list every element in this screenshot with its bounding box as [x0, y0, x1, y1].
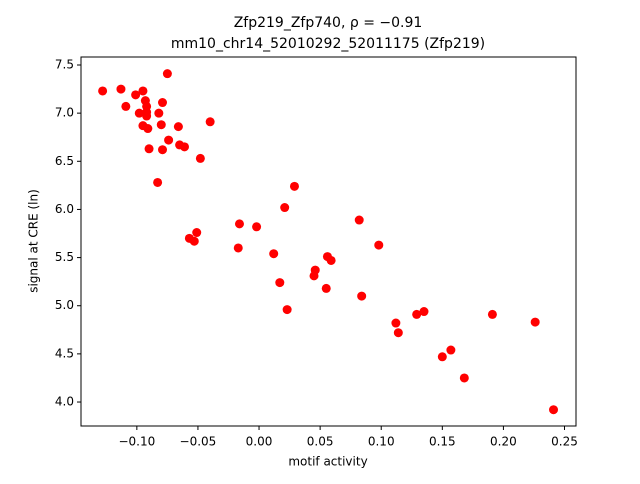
point: [393, 328, 403, 338]
x-tick-label: 0.15: [429, 435, 456, 449]
point: [195, 153, 205, 163]
point: [357, 291, 367, 301]
point: [138, 86, 148, 96]
point: [446, 345, 456, 355]
point: [419, 307, 429, 317]
y-axis-label: signal at CRE (ln): [27, 189, 41, 293]
point: [354, 215, 364, 225]
point: [143, 124, 153, 134]
point: [142, 111, 152, 121]
point: [131, 90, 141, 100]
point: [309, 271, 319, 281]
point: [549, 405, 559, 415]
point: [289, 181, 299, 191]
x-tick-label: 0.05: [307, 435, 334, 449]
x-axis-label: motif activity: [288, 455, 367, 469]
point: [121, 101, 131, 111]
point: [233, 243, 243, 253]
point: [269, 249, 279, 259]
x-tick-label: 0.20: [490, 435, 517, 449]
point: [173, 122, 183, 132]
point: [252, 222, 262, 232]
point: [164, 135, 174, 145]
point: [487, 309, 497, 319]
point: [156, 120, 166, 130]
x-tick-label: 0.10: [368, 435, 395, 449]
x-tick-label: −0.05: [180, 435, 217, 449]
y-tick-label: 6.0: [55, 202, 74, 216]
point: [154, 108, 164, 118]
chart-subtitle: mm10_chr14_52010292_52011175 (Zfp219): [171, 36, 485, 52]
point: [530, 317, 540, 327]
point: [192, 228, 202, 238]
point: [275, 278, 285, 288]
y-tick-label: 5.0: [55, 298, 74, 312]
point: [437, 352, 447, 362]
x-tick-label: 0.25: [551, 435, 578, 449]
point: [158, 145, 168, 155]
y-tick-label: 4.0: [55, 395, 74, 409]
point: [412, 309, 422, 319]
point: [282, 305, 292, 315]
y-tick-label: 7.0: [55, 106, 74, 120]
point: [162, 69, 172, 79]
point: [374, 240, 384, 250]
point: [189, 236, 199, 246]
point: [158, 98, 168, 108]
y-tick-label: 5.5: [55, 250, 74, 264]
plot-frame: [80, 56, 577, 427]
point: [179, 142, 189, 152]
point: [326, 255, 336, 265]
point: [153, 177, 163, 187]
y-tick-label: 4.5: [55, 346, 74, 360]
point: [134, 108, 144, 118]
point: [98, 86, 108, 96]
y-tick-label: 6.5: [55, 154, 74, 168]
y-tick-label: 7.5: [55, 57, 74, 71]
point: [234, 219, 244, 229]
x-tick-label: −0.10: [118, 435, 155, 449]
point: [144, 144, 154, 154]
point: [391, 318, 401, 328]
point: [280, 203, 290, 213]
point: [205, 117, 215, 127]
chart-title: Zfp219_Zfp740, ρ = −0.91: [234, 15, 423, 31]
point: [116, 84, 126, 94]
point: [321, 283, 331, 293]
point: [459, 373, 469, 383]
x-tick-label: 0.00: [246, 435, 273, 449]
